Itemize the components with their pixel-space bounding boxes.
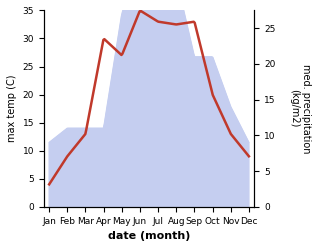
Y-axis label: med. precipitation
(kg/m2): med. precipitation (kg/m2)	[289, 64, 311, 153]
X-axis label: date (month): date (month)	[108, 231, 190, 241]
Y-axis label: max temp (C): max temp (C)	[7, 75, 17, 142]
